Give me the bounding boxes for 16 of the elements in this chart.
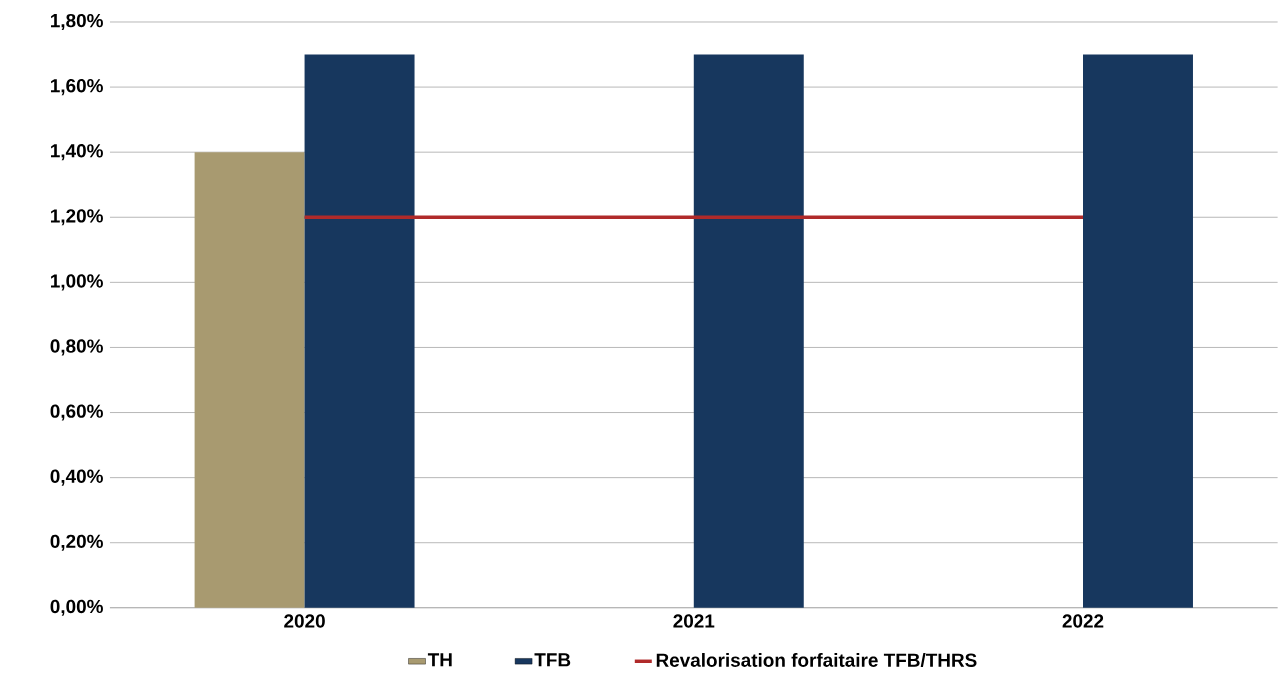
x-tick-label: 2021 — [673, 614, 715, 628]
y-tick-label: 0,60% — [50, 404, 103, 421]
y-tick-label: 1,00% — [50, 274, 103, 291]
legend-label: Revalorisation forfaitaire TFB/THRS — [656, 653, 977, 668]
y-tick-label: 1,40% — [50, 144, 103, 161]
y-tick-label: 0,00% — [50, 599, 103, 616]
legend-label: TH — [427, 653, 452, 667]
y-tick-label: 1,60% — [50, 79, 103, 96]
x-tick-label: 2020 — [284, 614, 325, 628]
y-tick-label: 0,80% — [50, 339, 103, 356]
x-tick-label: 2022 — [1062, 614, 1104, 628]
y-tick-label: 1,20% — [50, 209, 103, 226]
y-tick-label: 0,20% — [50, 534, 103, 551]
y-tick-label: 0,40% — [50, 469, 103, 486]
y-tick-label: 1,80% — [50, 14, 103, 31]
legend-label: TFB — [534, 653, 571, 667]
